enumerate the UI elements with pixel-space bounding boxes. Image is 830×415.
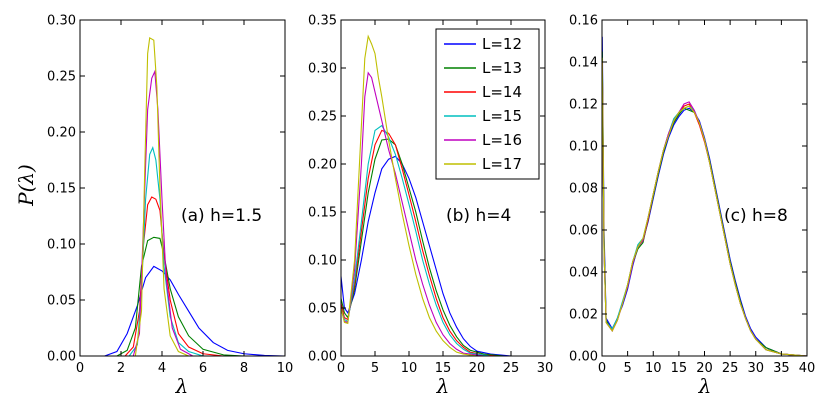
panel-c-y-tick-label: 0.08 (569, 182, 598, 197)
panel-c-x-tick-label: 0 (598, 361, 606, 376)
panel-a-x-tick-label: 2 (117, 361, 125, 376)
panel-a-y-tick-label: 0.10 (47, 238, 76, 253)
panel-c-series (601, 36, 808, 357)
panel-b-x-axis-label: λ (436, 374, 450, 398)
legend-label-l-17: L=17 (482, 155, 522, 173)
panel-b-x-tick-label: 15 (435, 361, 452, 376)
panel-a-series-l-17 (134, 37, 189, 357)
panel-a-annotation: (a) h=1.5 (181, 206, 262, 226)
panel-c-x-tick-label: 35 (773, 361, 790, 376)
panel-b-x-tick-label: 30 (537, 361, 554, 376)
legend-label-l-16: L=16 (482, 131, 522, 149)
panel-a-y-tick-label: 0.15 (47, 182, 76, 197)
panel-b-x-tick-label: 5 (371, 361, 379, 376)
panel-b-ticks: 0 5 10 15 20 25 30 0.00 0.05 0.10 0.15 0.20 0.25 0.30… (308, 14, 553, 377)
panel-a-y-tick-label: 0.05 (47, 294, 76, 309)
panel-a: 0 2 4 6 8 10 0.00 0.05 0.10 0.15 0.20 0.25 0.30 (a) … (47, 14, 293, 399)
panel-a-frame (79, 19, 286, 357)
panel-b-y-tick-label: 0.00 (308, 350, 337, 365)
panel-c-series-l-17 (601, 57, 808, 357)
panel-c-series-l-12 (601, 36, 808, 357)
panel-a-x-tick-label: 4 (158, 361, 166, 376)
panel-c-frame (601, 19, 808, 357)
legend-label-l-13: L=13 (482, 59, 522, 77)
panel-b-y-tick-label: 0.10 (308, 254, 337, 269)
panel-c-series-l-13 (601, 51, 808, 357)
panel-b-x-tick-label: 25 (503, 361, 520, 376)
panel-c-y-tick-label: 0.00 (569, 350, 598, 365)
panel-a-x-tick-label: 0 (76, 361, 84, 376)
panel-a-series-l-13 (116, 236, 245, 357)
panel-b-y-tick-label: 0.05 (308, 302, 337, 317)
panel-c-y-tick-label: 0.14 (569, 56, 598, 71)
panel-c-ticks: 0 5 10 15 20 25 30 35 40 0.00 0.02 0.04 0.06 0.08 0.10… (569, 14, 815, 377)
legend: L=12 L=13 L=14 L=15 L=16 L=17 (435, 28, 540, 180)
panel-c-annotation: (c) h=8 (724, 206, 788, 226)
panel-c-y-tick-label: 0.12 (569, 98, 598, 113)
panel-c-y-tick-label: 0.02 (569, 308, 598, 323)
figure-y-axis-label: P(λ) (14, 164, 38, 207)
panel-b-x-tick-label: 10 (401, 361, 418, 376)
panel-b-x-tick-label: 20 (469, 361, 486, 376)
panel-c-y-tick-label: 0.16 (569, 14, 598, 29)
panel-a-y-tick-label: 0.00 (47, 350, 76, 365)
panel-a-x-tick-label: 8 (240, 361, 248, 376)
panel-c-y-tick-label: 0.10 (569, 140, 598, 155)
panel-b-annotation: (b) h=4 (446, 206, 511, 226)
panel-c-y-tick-label: 0.04 (569, 266, 598, 281)
panel-b-y-tick-label: 0.35 (308, 14, 337, 29)
panel-c-x-tick-label: 25 (722, 361, 739, 376)
panel-c-x-tick-label: 20 (696, 361, 713, 376)
panel-b-series-l-12 (340, 155, 512, 357)
panel-a-x-axis-label: λ (175, 374, 189, 398)
panel-a-y-tick-label: 0.30 (47, 14, 76, 29)
panel-c-x-tick-label: 5 (623, 361, 631, 376)
panel-c-y-tick-label: 0.06 (569, 224, 598, 239)
legend-label-l-12: L=12 (482, 35, 522, 53)
panel-a-series-l-12 (104, 265, 286, 357)
legend-label-l-15: L=15 (482, 107, 522, 125)
panel-c-x-tick-label: 10 (645, 361, 662, 376)
panel-b-series-l-17 (340, 34, 478, 357)
panel-c-x-tick-label: 15 (671, 361, 688, 376)
panel-b: 0 5 10 15 20 25 30 0.00 0.05 0.10 0.15 0.20 0.25 0.30… (308, 14, 553, 399)
panel-b-x-tick-label: 0 (337, 361, 345, 376)
legend-frame (435, 28, 540, 180)
panel-c: 0 5 10 15 20 25 30 35 40 0.00 0.02 0.04 0.06 0.08 0.10… (569, 14, 815, 399)
panel-b-series (340, 34, 512, 357)
panel-a-ticks: 0 2 4 6 8 10 0.00 0.05 0.10 0.15 0.20 0.25 0.30 (47, 14, 293, 377)
legend-label-l-14: L=14 (482, 83, 522, 101)
panel-b-series-l-13 (340, 138, 505, 357)
panel-c-x-tick-label: 40 (799, 361, 816, 376)
panel-a-y-tick-label: 0.25 (47, 70, 76, 85)
panel-b-series-l-15 (340, 124, 491, 357)
panel-a-series (104, 37, 286, 357)
panel-a-x-tick-label: 6 (199, 361, 207, 376)
panel-b-y-tick-label: 0.20 (308, 158, 337, 173)
legend-entries: L=12 L=13 L=14 L=15 L=16 L=17 (444, 35, 522, 173)
panel-c-x-axis-label: λ (698, 374, 712, 398)
panel-a-x-tick-label: 10 (277, 361, 294, 376)
panel-b-y-tick-label: 0.15 (308, 206, 337, 221)
panel-b-series-l-16 (340, 71, 484, 357)
panel-a-y-tick-label: 0.20 (47, 126, 76, 141)
panel-c-x-tick-label: 30 (747, 361, 764, 376)
panel-b-y-tick-label: 0.25 (308, 110, 337, 125)
panel-b-series-l-14 (340, 129, 498, 357)
panel-b-y-tick-label: 0.30 (308, 62, 337, 77)
